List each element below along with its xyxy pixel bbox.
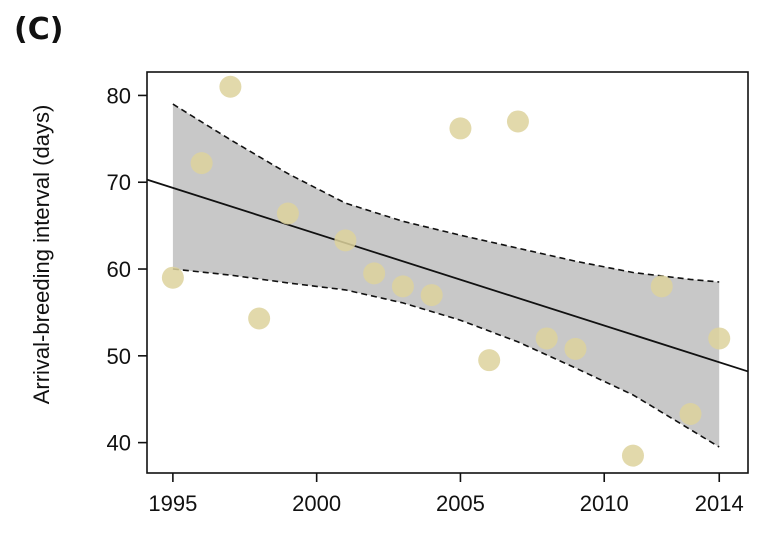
data-point [420, 284, 443, 307]
data-point [391, 275, 414, 298]
y-axis-label: Arrival-breeding interval (days) [29, 105, 54, 405]
data-point [478, 349, 501, 372]
x-axis: 1995 2000 2005 2010 2014 [148, 473, 744, 516]
y-tick-label: 40 [107, 431, 131, 456]
y-tick-label: 70 [107, 170, 131, 195]
data-point [449, 117, 472, 140]
data-point [506, 110, 529, 133]
data-point [708, 327, 731, 350]
regression-line [146, 178, 749, 373]
data-point [276, 202, 299, 225]
data-point [161, 266, 184, 289]
x-tick-label: 2010 [580, 491, 629, 516]
data-point [650, 275, 673, 298]
data-point [564, 337, 587, 360]
x-tick-label: 2014 [695, 491, 744, 516]
data-point [679, 402, 702, 425]
x-tick-label: 2005 [436, 491, 485, 516]
data-point [363, 262, 386, 285]
y-axis: 40 50 60 70 80 [107, 83, 147, 456]
upper-confidence-bound [172, 103, 720, 283]
x-tick-label: 1995 [148, 491, 197, 516]
regression-line-layer [146, 178, 749, 373]
y-tick-label: 60 [107, 257, 131, 282]
data-point [248, 307, 271, 330]
y-tick-label: 80 [107, 83, 131, 108]
data-point [334, 229, 357, 252]
y-tick-label: 50 [107, 344, 131, 369]
data-point [621, 444, 644, 467]
lower-confidence-bound [172, 268, 720, 448]
x-tick-label: 2000 [292, 491, 341, 516]
plot-frame [146, 71, 749, 474]
data-point [535, 327, 558, 350]
data-point [190, 152, 213, 175]
panel-label: (C) [14, 12, 64, 47]
data-point [219, 75, 242, 98]
data-points-layer [161, 75, 731, 467]
